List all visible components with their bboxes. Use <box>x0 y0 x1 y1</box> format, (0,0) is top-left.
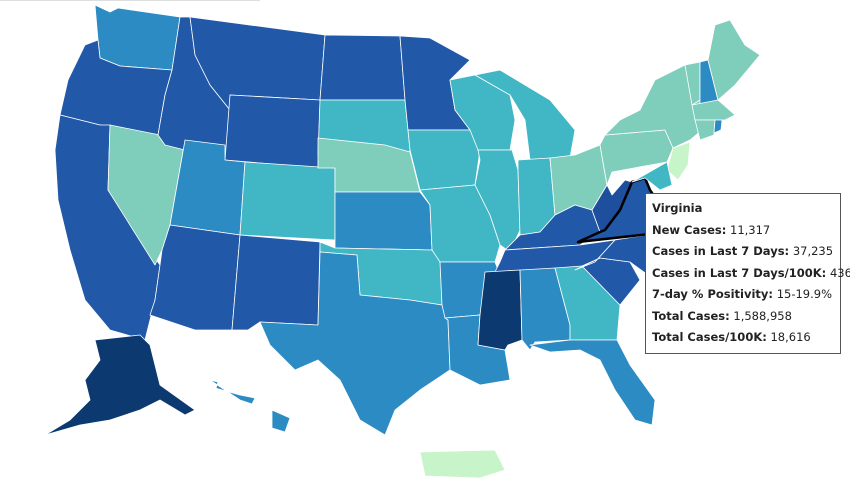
tooltip-row: 7-day % Positivity: 15-19.9% <box>652 284 834 306</box>
state-il[interactable] <box>474 149 521 253</box>
state-md[interactable] <box>631 161 673 191</box>
state-ri[interactable] <box>713 119 723 134</box>
row-label: 7-day % Positivity: <box>652 287 774 301</box>
row-value: 436.2 <box>829 265 850 280</box>
row-value: 11,317 <box>730 222 771 237</box>
state-ak[interactable] <box>44 334 196 436</box>
state-ms[interactable] <box>477 269 523 351</box>
tooltip-row: Total Cases: 1,588,958 <box>652 306 834 328</box>
state-hi[interactable] <box>271 409 291 433</box>
tooltip-row: Cases in Last 7 Days/100K: 436.2 <box>652 263 850 285</box>
tooltip-title: Virginia <box>652 198 834 220</box>
state-wy[interactable] <box>224 94 321 169</box>
row-value: 37,235 <box>792 244 834 258</box>
state-me[interactable] <box>707 19 761 101</box>
row-label: Cases in Last 7 Days: <box>652 244 790 258</box>
state-hi-islands[interactable] <box>207 379 256 405</box>
row-label: Total Cases: <box>652 308 730 323</box>
territory-pr[interactable] <box>419 449 506 479</box>
state-nd[interactable] <box>319 34 406 101</box>
tooltip: Virginia New Cases: 11,317 Cases in Last … <box>645 193 850 354</box>
state-ia[interactable] <box>407 129 481 191</box>
state-wa[interactable] <box>94 4 181 71</box>
row-value: 15-19.9% <box>776 287 833 301</box>
state-ct[interactable] <box>694 119 716 141</box>
state-tx[interactable] <box>259 251 451 436</box>
row-label: Cases in Last 7 Days/100K: <box>652 265 827 280</box>
row-label: New Cases: <box>652 222 727 237</box>
row-label: Total Cases/100K: <box>652 330 767 344</box>
state-ma[interactable] <box>691 99 736 121</box>
row-value: 18,616 <box>770 330 811 344</box>
row-value: 1,588,958 <box>733 308 792 323</box>
state-mi[interactable] <box>474 69 576 161</box>
state-ks[interactable] <box>334 191 433 251</box>
tooltip-row: Total Cases/100K: 18,616 <box>652 327 834 349</box>
tooltip-row: New Cases: 11,317 <box>652 220 834 242</box>
state-fl[interactable] <box>529 339 656 426</box>
tooltip-row: Cases in Last 7 Days: 37,235 <box>652 241 834 263</box>
state-nm[interactable] <box>231 234 321 331</box>
tooltip-title-text: Virginia <box>652 201 703 215</box>
state-co[interactable] <box>239 161 336 241</box>
